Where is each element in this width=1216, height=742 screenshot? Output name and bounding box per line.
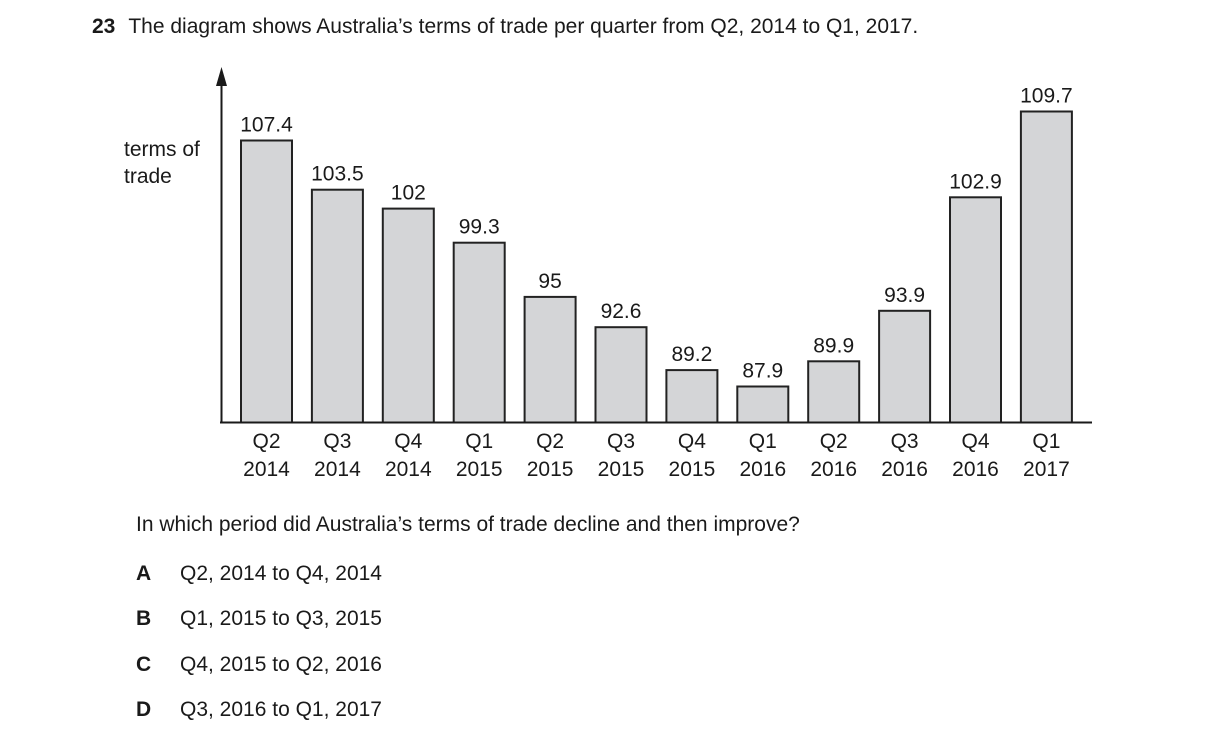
x-tick-label-quarter: Q3 (607, 430, 635, 453)
x-tick-label-quarter: Q2 (252, 430, 280, 453)
answer-options: A Q2, 2014 to Q4, 2014 B Q1, 2015 to Q3,… (136, 561, 382, 742)
bar-value-label: 95 (538, 270, 561, 293)
y-axis-label-line: trade (124, 165, 172, 188)
option-c[interactable]: C Q4, 2015 to Q2, 2016 (136, 652, 382, 697)
y-axis-label-line: terms of (124, 138, 200, 161)
option-text: Q1, 2015 to Q3, 2015 (180, 607, 382, 631)
bar (665, 369, 719, 424)
option-text: Q4, 2015 to Q2, 2016 (180, 652, 382, 676)
x-tick-label-year: 2014 (314, 458, 361, 481)
bar-value-label: 93.9 (884, 284, 925, 307)
bar (807, 360, 861, 424)
option-letter: B (136, 607, 152, 631)
x-tick-label-year: 2015 (527, 458, 574, 481)
x-tick-label-year: 2017 (1023, 458, 1070, 481)
question-header: 23 The diagram shows Australia’s terms of… (92, 14, 918, 40)
option-text: Q3, 2016 to Q1, 2017 (180, 697, 382, 721)
bar (452, 241, 506, 424)
bar-value-label: 89.9 (813, 334, 854, 357)
bar (1019, 110, 1073, 424)
bar-value-label: 87.9 (742, 360, 783, 383)
bar-value-label: 99.3 (459, 216, 500, 239)
bar (949, 196, 1002, 424)
option-letter: A (136, 562, 152, 585)
x-tick-label-quarter: Q4 (394, 430, 422, 453)
option-text: Q2, 2014 to Q4, 2014 (180, 562, 382, 585)
question-prompt: In which period did Australia’s terms of… (136, 513, 800, 536)
value-labels: 107.4 103.5 102 99.3 95 92.6 89.2 87.9 89.9 93.9 1… (240, 85, 1072, 383)
bar-value-label: 107.4 (240, 114, 293, 137)
x-tick-label-year: 2014 (385, 458, 432, 481)
x-tick-labels: Q2 2014 Q3 2014 Q4 2014 Q1 2015 Q2 2015 Q3 2015 Q4 20… (243, 430, 1070, 481)
bar-value-label: 103.5 (311, 163, 364, 186)
option-a[interactable]: A Q2, 2014 to Q4, 2014 (136, 561, 382, 606)
bar (240, 139, 293, 424)
bars (240, 110, 1073, 424)
bar (594, 326, 648, 424)
x-tick-label-quarter: Q4 (961, 430, 989, 453)
x-tick-label-year: 2015 (456, 458, 503, 481)
option-letter: C (136, 652, 152, 676)
x-tick-label-year: 2016 (952, 458, 999, 481)
bar-value-label: 89.2 (671, 343, 712, 366)
bar-value-label: 109.7 (1020, 85, 1073, 108)
x-tick-label-quarter: Q1 (1032, 430, 1060, 453)
x-tick-label-year: 2014 (243, 458, 290, 481)
option-b[interactable]: B Q1, 2015 to Q3, 2015 (136, 606, 382, 651)
x-tick-label-quarter: Q2 (536, 430, 564, 453)
x-tick-label-year: 2015 (598, 458, 645, 481)
x-tick-label-year: 2016 (739, 458, 786, 481)
bar (381, 207, 435, 424)
x-tick-label-quarter: Q1 (749, 430, 777, 453)
bar (878, 309, 932, 424)
bar-value-label: 102.9 (949, 170, 1002, 193)
x-tick-label-year: 2015 (669, 458, 716, 481)
x-tick-label-quarter: Q3 (323, 430, 351, 453)
x-tick-label-quarter: Q1 (465, 430, 493, 453)
bar (310, 188, 364, 424)
option-letter: D (136, 697, 152, 721)
x-tick-label-quarter: Q3 (891, 430, 919, 453)
y-axis-arrowhead (216, 67, 227, 86)
bar (523, 295, 577, 424)
x-tick-label-year: 2016 (881, 458, 928, 481)
x-tick-label-year: 2016 (810, 458, 857, 481)
bar-value-label: 92.6 (601, 300, 642, 323)
question-stem: The diagram shows Australia’s terms of t… (128, 15, 919, 38)
x-tick-label-quarter: Q4 (678, 430, 706, 453)
y-axis-label: terms of trade (124, 136, 200, 190)
x-tick-label-quarter: Q2 (820, 430, 848, 453)
option-d[interactable]: D Q3, 2016 to Q1, 2017 (136, 697, 382, 742)
question-number: 23 (92, 15, 116, 38)
bar (736, 385, 790, 424)
bar-value-label: 102 (391, 182, 426, 205)
